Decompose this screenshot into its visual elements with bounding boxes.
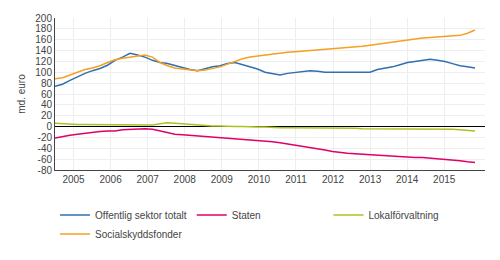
- svg-text:md. euro: md. euro: [16, 74, 27, 114]
- svg-text:2008: 2008: [174, 174, 197, 185]
- svg-text:2010: 2010: [248, 174, 271, 185]
- svg-text:140: 140: [35, 45, 52, 56]
- svg-text:2007: 2007: [137, 174, 160, 185]
- svg-text:0: 0: [46, 121, 52, 132]
- svg-text:2006: 2006: [99, 174, 122, 185]
- svg-text:2011: 2011: [285, 174, 307, 185]
- svg-text:200: 200: [35, 13, 52, 24]
- svg-text:2015: 2015: [433, 174, 456, 185]
- svg-text:Socialskyddsfonder: Socialskyddsfonder: [95, 229, 182, 240]
- svg-text:120: 120: [35, 56, 52, 67]
- svg-text:Lokalförvaltning: Lokalförvaltning: [369, 210, 439, 221]
- svg-text:40: 40: [41, 99, 53, 110]
- svg-text:2014: 2014: [396, 174, 419, 185]
- svg-text:60: 60: [41, 89, 53, 100]
- svg-text:-80: -80: [38, 165, 53, 176]
- svg-text:20: 20: [41, 110, 53, 121]
- svg-text:-60: -60: [38, 154, 53, 165]
- svg-text:-40: -40: [38, 143, 53, 154]
- svg-text:80: 80: [41, 78, 53, 89]
- svg-text:Offentlig sektor totalt: Offentlig sektor totalt: [95, 210, 187, 221]
- svg-text:2013: 2013: [359, 174, 382, 185]
- svg-text:-20: -20: [38, 132, 53, 143]
- svg-text:2009: 2009: [211, 174, 234, 185]
- svg-text:180: 180: [35, 23, 52, 34]
- svg-text:2005: 2005: [62, 174, 85, 185]
- svg-text:100: 100: [35, 67, 52, 78]
- svg-text:2012: 2012: [322, 174, 345, 185]
- svg-text:Staten: Staten: [232, 210, 261, 221]
- svg-text:160: 160: [35, 34, 52, 45]
